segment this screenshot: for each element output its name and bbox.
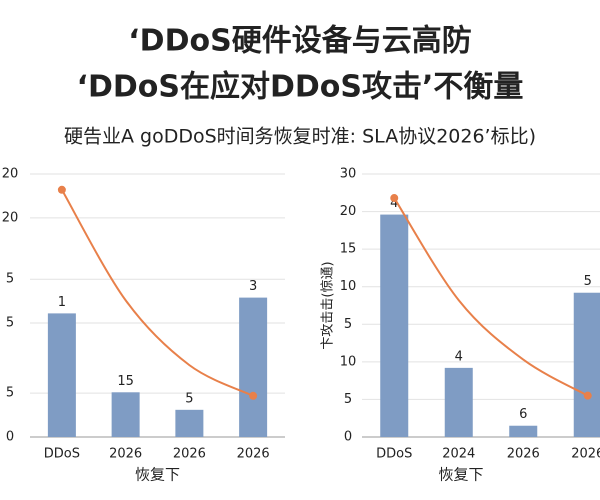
bar <box>111 392 140 437</box>
x-tick-label: DDoS <box>44 447 80 462</box>
y-tick-label: 30 <box>340 167 357 182</box>
x-tick-label: 2026 <box>237 447 270 462</box>
x-axis-label: 恢复下 <box>135 466 180 484</box>
y-tick-label: 20 <box>2 167 19 182</box>
bar <box>573 292 600 437</box>
y-tick-label: 20 <box>340 204 357 219</box>
title-line: ‘DDoS硬件设备与云高防 <box>128 24 471 59</box>
trend-dot <box>390 194 399 203</box>
x-tick-label: 2026 <box>507 447 540 462</box>
trend-line <box>61 189 254 397</box>
value-label: 15 <box>117 374 134 389</box>
value-label: 5 <box>584 274 592 289</box>
y-tick-label: 5 <box>6 316 14 331</box>
y-axis-label: 卞攻击击(惊通) <box>321 261 336 349</box>
bar <box>509 425 538 437</box>
title-line: ‘DDoS在应对DDoS攻击’不衡量 <box>77 70 524 105</box>
value-label: 4 <box>455 349 463 364</box>
value-label: 6 <box>519 407 527 422</box>
value-label: 4 <box>390 196 398 211</box>
x-tick-label: 2026 <box>571 447 600 462</box>
y-tick-label: 0 <box>344 430 352 445</box>
bar <box>444 367 473 437</box>
trend-line <box>393 197 589 397</box>
trend-dot <box>57 185 66 194</box>
value-label: 3 <box>249 279 257 294</box>
trend-dot <box>583 391 592 400</box>
x-tick-label: 2026 <box>109 447 142 462</box>
value-label: 1 <box>58 295 66 310</box>
y-tick-label: 5 <box>344 317 352 332</box>
y-tick-label: 5 <box>344 392 352 407</box>
x-tick-label: DDoS <box>376 447 412 462</box>
bar <box>175 409 204 437</box>
y-tick-label: 10 <box>340 279 357 294</box>
subtitle: 硬告业A goDDoS时间务恢复时准: SLA协议2026’标比) <box>64 126 536 148</box>
bar <box>239 297 268 437</box>
x-tick-label: 2024 <box>442 447 475 462</box>
value-label: 5 <box>185 391 193 406</box>
trend-dot <box>249 391 258 400</box>
y-tick-label: 0 <box>6 430 14 445</box>
y-tick-label: 5 <box>6 386 14 401</box>
x-tick-label: 2026 <box>173 447 206 462</box>
x-axis-label: 恢复下 <box>438 466 483 484</box>
y-tick-label: 5 <box>6 272 14 287</box>
y-tick-label: 20 <box>2 210 19 225</box>
bar <box>380 214 409 437</box>
y-tick-label: 10 <box>340 354 357 369</box>
y-tick-label: 15 <box>340 242 357 257</box>
bar <box>47 313 76 437</box>
